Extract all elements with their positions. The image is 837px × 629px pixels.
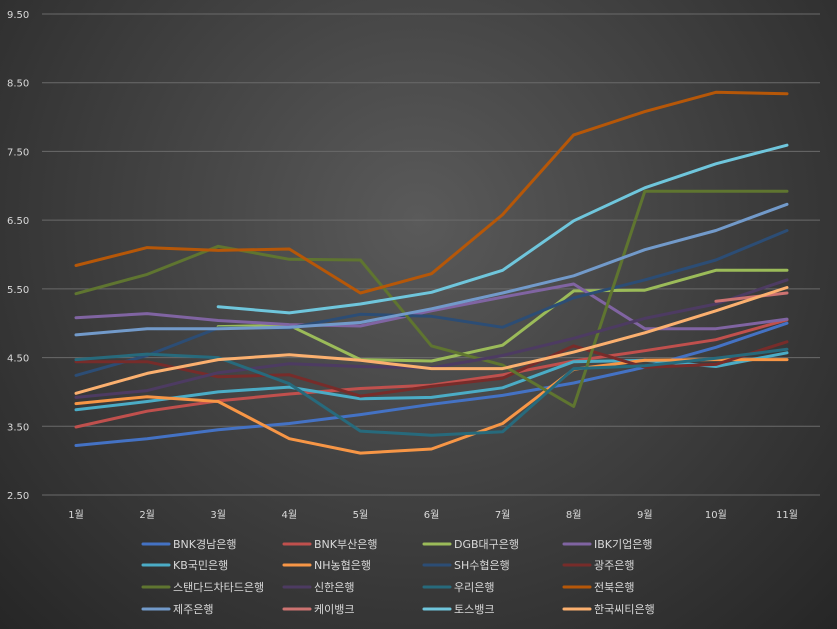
- legend-label: IBK기업은행: [594, 538, 652, 551]
- x-tick-label: 9월: [637, 509, 653, 521]
- y-tick-label: 7.50: [7, 147, 29, 158]
- series-line: [74, 282, 789, 331]
- series-line: [74, 347, 789, 437]
- legend-label: 토스뱅크: [454, 603, 494, 616]
- x-tick-label: 10월: [705, 509, 727, 521]
- series-line: [216, 143, 789, 315]
- legend-label: KB국민은행: [173, 559, 228, 572]
- x-tick-label: 1월: [68, 509, 84, 521]
- x-axis: 1월 2월 3월 4월 5월 6월 7월 8월 9월 10월 11월: [68, 509, 798, 521]
- series-line: [74, 90, 789, 295]
- y-tick-label: 8.50: [7, 79, 29, 90]
- series-lines: [74, 90, 789, 455]
- series-line: [74, 278, 789, 399]
- series-line: [216, 268, 789, 363]
- series-line: [74, 318, 789, 429]
- x-tick-label: 8월: [566, 509, 582, 521]
- x-tick-label: 2월: [139, 509, 155, 521]
- y-tick-label: 2.50: [7, 491, 29, 502]
- legend: BNK경남은행 BNK부산은행 DGB대구은행 IBK기업은행 KB국민은행 NH농협은행…: [141, 538, 655, 616]
- series-line: [74, 189, 789, 408]
- legend-label: NH농협은행: [314, 559, 371, 572]
- x-tick-label: 3월: [210, 509, 226, 521]
- y-tick-label: 4.50: [7, 354, 29, 365]
- gridlines: [42, 13, 820, 496]
- series-line: [74, 229, 789, 377]
- series-line: [74, 202, 789, 337]
- series-line: [74, 340, 789, 398]
- y-tick-label: 9.50: [7, 10, 29, 21]
- legend-label: 제주은행: [173, 603, 213, 616]
- y-tick-label: 3.50: [7, 422, 29, 433]
- legend-label: BNK부산은행: [314, 538, 377, 551]
- series-line: [74, 286, 789, 395]
- legend-label: 신한은행: [314, 581, 354, 594]
- y-tick-label: 5.50: [7, 285, 29, 296]
- legend-label: 한국씨티은행: [594, 603, 655, 616]
- legend-label: 스탠다드차타드은행: [173, 581, 264, 594]
- series-line: [74, 358, 789, 455]
- legend-label: DGB대구은행: [454, 538, 519, 551]
- x-tick-label: 7월: [495, 509, 511, 521]
- legend-label: 전북은행: [594, 581, 634, 594]
- y-tick-label: 6.50: [7, 216, 29, 227]
- legend-label: 우리은행: [454, 581, 494, 594]
- x-tick-label: 4월: [282, 509, 298, 521]
- y-axis: 2.50 3.50 4.50 5.50 6.50 7.50 8.50 9.50: [7, 10, 29, 502]
- legend-label: BNK경남은행: [173, 538, 236, 551]
- legend-label: 케이뱅크: [314, 603, 354, 616]
- x-tick-label: 5월: [353, 509, 369, 521]
- legend-label: 광주은행: [594, 559, 634, 572]
- x-tick-label: 6월: [424, 509, 440, 521]
- legend-label: SH수협은행: [454, 559, 510, 572]
- series-line: [714, 291, 789, 303]
- x-tick-label: 11월: [776, 509, 798, 521]
